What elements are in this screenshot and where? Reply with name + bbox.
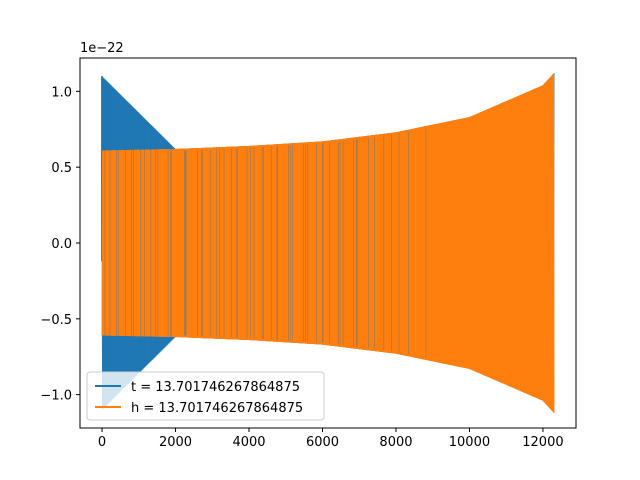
x-tick-label: 10000	[449, 435, 490, 450]
x-tick-label: 4000	[232, 435, 265, 450]
x-tick-label: 6000	[306, 435, 339, 450]
y-tick-label: 0.5	[51, 161, 72, 176]
y-tick-label: 0.0	[51, 237, 72, 252]
series-layer	[101, 73, 555, 413]
legend-label-t: t = 13.701746267864875	[131, 380, 300, 395]
legend: t = 13.701746267864875 h = 13.7017462678…	[86, 371, 325, 421]
x-tick-label: 2000	[159, 435, 192, 450]
legend-box	[86, 371, 325, 421]
series-h-line	[101, 73, 555, 413]
y-offset-text: 1e−22	[80, 41, 124, 56]
x-tick-label: 12000	[522, 435, 563, 450]
x-tick-label: 0	[98, 435, 106, 450]
x-tick-label: 8000	[379, 435, 412, 450]
series-t-streaks	[104, 82, 427, 404]
y-axis: 1.0 0.5 0.0 −0.5 −1.0	[40, 85, 80, 404]
x-axis: 0 2000 4000 6000 8000 10000 12000	[98, 428, 564, 450]
y-tick-label: −0.5	[40, 313, 72, 328]
y-tick-label: 1.0	[51, 85, 72, 100]
legend-label-h: h = 13.701746267864875	[131, 401, 303, 416]
y-tick-label: −1.0	[40, 389, 72, 404]
